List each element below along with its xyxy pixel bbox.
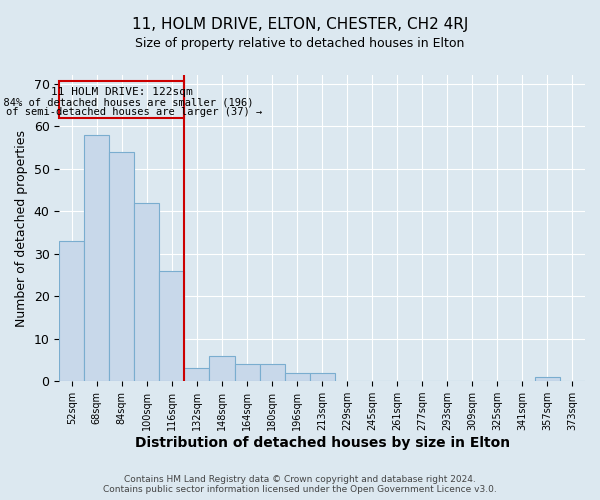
Text: Size of property relative to detached houses in Elton: Size of property relative to detached ho… xyxy=(136,38,464,51)
Bar xyxy=(535,377,560,381)
Bar xyxy=(59,82,184,118)
Bar xyxy=(235,364,260,381)
Text: ← 84% of detached houses are smaller (196): ← 84% of detached houses are smaller (19… xyxy=(0,97,253,107)
Bar xyxy=(109,152,134,381)
Text: 11, HOLM DRIVE, ELTON, CHESTER, CH2 4RJ: 11, HOLM DRIVE, ELTON, CHESTER, CH2 4RJ xyxy=(132,18,468,32)
Bar xyxy=(160,270,184,381)
Bar xyxy=(85,134,109,381)
Text: 11 HOLM DRIVE: 122sqm: 11 HOLM DRIVE: 122sqm xyxy=(51,87,193,97)
Bar xyxy=(260,364,284,381)
Bar xyxy=(59,241,85,381)
Y-axis label: Number of detached properties: Number of detached properties xyxy=(15,130,28,326)
Bar xyxy=(134,202,160,381)
Text: Contains HM Land Registry data © Crown copyright and database right 2024.: Contains HM Land Registry data © Crown c… xyxy=(124,475,476,484)
Text: Contains public sector information licensed under the Open Government Licence v3: Contains public sector information licen… xyxy=(103,485,497,494)
X-axis label: Distribution of detached houses by size in Elton: Distribution of detached houses by size … xyxy=(134,436,510,450)
Bar xyxy=(310,372,335,381)
Bar xyxy=(209,356,235,381)
Bar xyxy=(284,372,310,381)
Bar xyxy=(184,368,209,381)
Text: 16% of semi-detached houses are larger (37) →: 16% of semi-detached houses are larger (… xyxy=(0,108,262,118)
